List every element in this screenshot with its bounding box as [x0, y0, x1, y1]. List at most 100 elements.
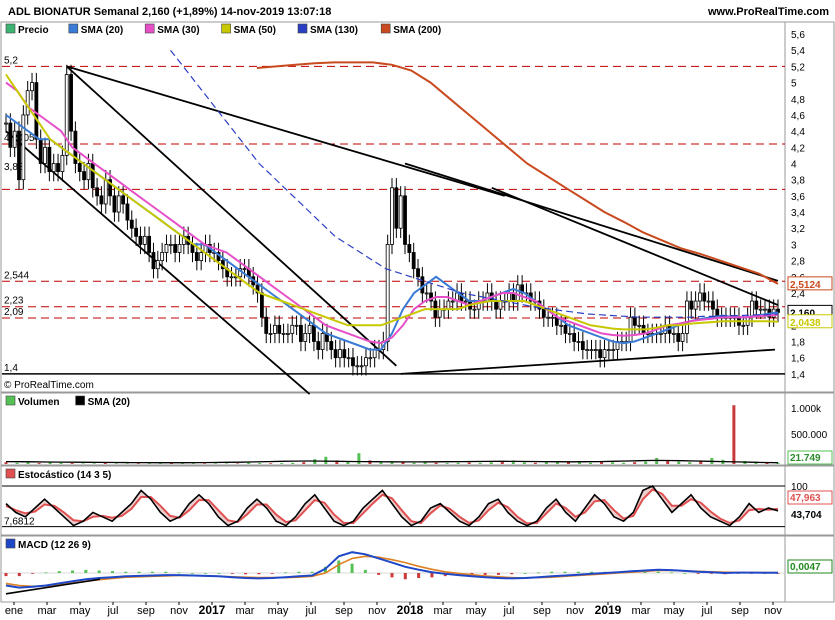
- y-tick-label: 1,6: [791, 354, 805, 365]
- volume-bar: [412, 462, 416, 464]
- y-tick-label: 4,2: [791, 143, 805, 154]
- legend-swatch: [5, 23, 16, 34]
- legend-label: SMA (200): [393, 25, 441, 36]
- price-candle: [99, 195, 104, 205]
- volume-bar: [70, 463, 74, 464]
- price-candle: [416, 268, 420, 278]
- x-tick-label: jul: [502, 605, 514, 617]
- price-candle: [320, 333, 325, 350]
- value-box: [787, 559, 833, 574]
- volume-bar: [566, 462, 570, 464]
- x-tick-label: sep: [137, 605, 155, 617]
- price-candle: [272, 324, 277, 334]
- volume-bar: [434, 462, 438, 464]
- panel-frame-macd: [0, 535, 835, 603]
- price-candle: [281, 333, 286, 335]
- volume-bar: [688, 462, 692, 464]
- chart-title: ADL BIONATUR Semanal 2,160 (+1,89%) 14-n…: [8, 6, 332, 18]
- y-tick-label: 2,8: [791, 257, 805, 268]
- price-candle: [693, 300, 698, 310]
- value-box-label: 47,963: [790, 493, 821, 504]
- legend-label: SMA (20): [88, 397, 130, 408]
- price-candle: [129, 219, 134, 229]
- x-tick-label: nov: [764, 605, 782, 617]
- x-tick-label: sep: [533, 605, 551, 617]
- value-box-label: 2,160: [790, 308, 815, 319]
- price-candle: [173, 244, 178, 253]
- volume-bar: [324, 456, 328, 464]
- price-candle: [77, 163, 82, 172]
- price-candle: [95, 187, 99, 197]
- website-label[interactable]: www.ProRealTime.com: [707, 6, 829, 18]
- level-label: 2,23: [4, 296, 24, 307]
- price-candle: [56, 163, 60, 172]
- price-candle: [277, 324, 282, 334]
- volume-bar: [390, 462, 394, 464]
- volume-bar: [644, 461, 648, 464]
- macd-histogram-bar: [71, 570, 75, 573]
- price-candle: [4, 122, 8, 125]
- macd-histogram-bar: [270, 573, 274, 574]
- volume-bar: [258, 463, 262, 464]
- volume-bar: [357, 453, 361, 464]
- trend-line: [66, 65, 506, 197]
- price-candle: [264, 316, 269, 334]
- macd-signal-line: [5, 555, 779, 588]
- macd-histogram-bar: [643, 571, 647, 573]
- value-box-label: 43,704: [791, 510, 822, 521]
- price-candle: [515, 284, 520, 302]
- price-candle: [142, 235, 147, 245]
- x-tick-label: 2019: [595, 603, 622, 617]
- macd-histogram-bar: [150, 571, 154, 573]
- price-candle: [632, 316, 637, 326]
- macd-histogram-bar: [390, 573, 394, 578]
- price-candle: [598, 349, 603, 359]
- macd-histogram-bar: [4, 573, 8, 577]
- volume-bar: [776, 462, 780, 464]
- volume-bar: [611, 462, 615, 464]
- price-candle: [585, 349, 590, 351]
- sma-line-1: [5, 81, 779, 345]
- price-candle: [398, 195, 403, 229]
- price-candle: [338, 349, 342, 359]
- volume-bar: [136, 463, 140, 464]
- volume-bar: [732, 405, 736, 464]
- price-candle: [676, 333, 681, 342]
- macd-histogram-bar: [44, 572, 48, 574]
- volume-bar: [4, 462, 8, 464]
- legend-swatch: [380, 23, 391, 34]
- price-candle: [680, 333, 685, 342]
- x-tick-label: mar: [38, 605, 57, 617]
- macd-histogram-bar: [204, 573, 208, 574]
- sma-line-3: [170, 49, 779, 318]
- price-candle: [229, 276, 234, 279]
- price-candle: [342, 349, 347, 359]
- price-candle: [138, 235, 143, 245]
- macd-histogram-bar: [656, 571, 660, 573]
- macd-histogram-bar: [17, 573, 21, 577]
- level-label: 1,4: [4, 363, 18, 374]
- price-candle: [611, 349, 616, 351]
- price-candle: [268, 333, 273, 335]
- macd-histogram-bar: [31, 573, 35, 574]
- x-tick-label: may: [466, 605, 487, 617]
- price-candle: [60, 155, 65, 172]
- volume-bar: [203, 463, 207, 464]
- y-tick-label: 3,8: [791, 176, 805, 187]
- volume-bar: [37, 463, 41, 464]
- volume-bar: [103, 462, 107, 464]
- price-candle: [494, 300, 498, 310]
- price-candle: [255, 284, 260, 294]
- legend-label: Volumen: [18, 397, 59, 408]
- price-candle: [541, 308, 546, 318]
- price-candle: [160, 252, 165, 261]
- volume-bar: [600, 461, 604, 464]
- volume-bar: [169, 463, 173, 464]
- legend-label: Precio: [18, 25, 49, 36]
- macd-histogram-bar: [190, 573, 194, 574]
- sma-line-2: [5, 73, 779, 331]
- y-tick-label: 1,8: [791, 338, 805, 349]
- macd-histogram-bar: [590, 571, 594, 573]
- value-box-label: 0,0047: [790, 562, 821, 573]
